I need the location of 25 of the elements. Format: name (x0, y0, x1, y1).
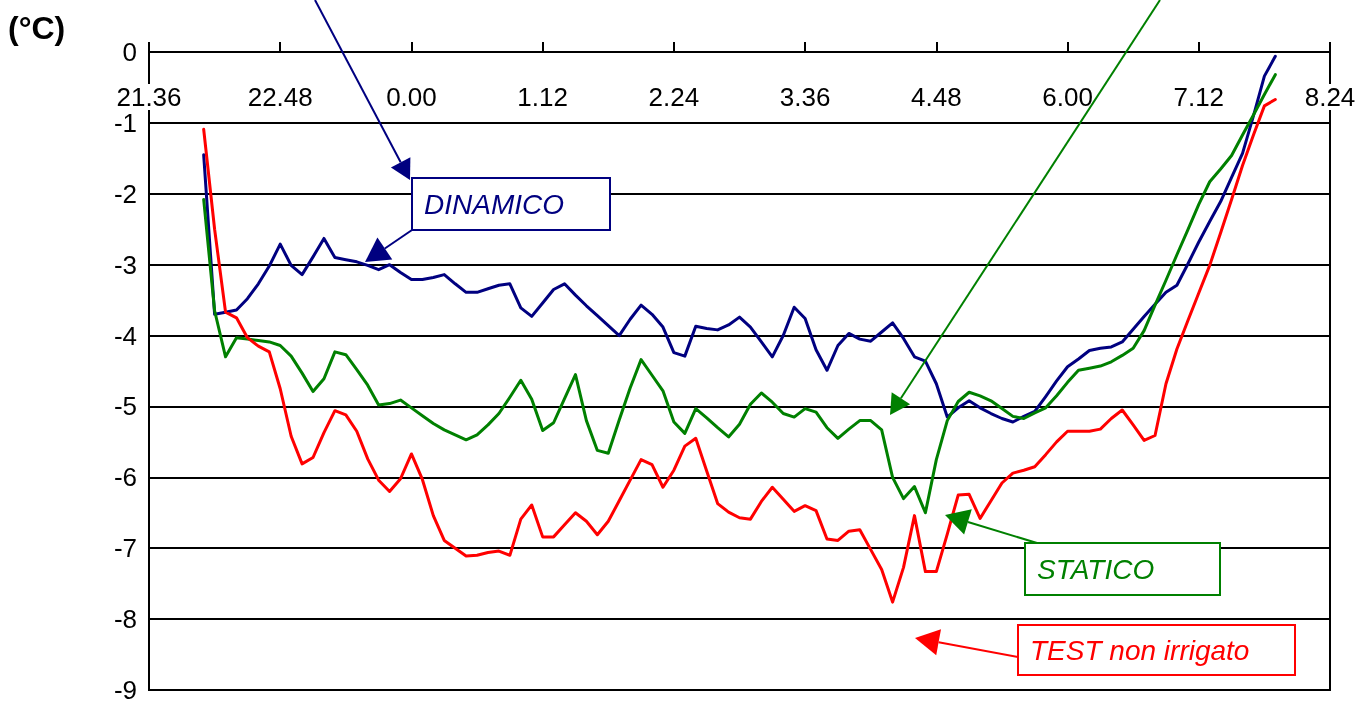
x-tick-label: 6.00 (1042, 82, 1093, 112)
x-tick-label: 8.24 (1304, 82, 1356, 112)
y-tick-label: -4 (113, 320, 137, 351)
y-axis-title: (°C) (8, 10, 66, 46)
x-tick-label: 3.36 (779, 82, 831, 112)
y-tick-label: -6 (113, 462, 137, 493)
y-tick-label: 0 (122, 37, 137, 67)
annotation: STATICO (1037, 553, 1155, 585)
y-tick-label: -7 (113, 533, 137, 564)
line-series (202, 54, 1277, 424)
x-tick-label: 21.36 (116, 82, 182, 112)
annotation: DINAMICO (424, 188, 564, 220)
y-tick-label: -2 (113, 178, 137, 209)
x-tick-label: 4.48 (911, 82, 962, 112)
line-series (202, 73, 1277, 515)
x-tick-label: 2.24 (648, 82, 700, 112)
x-tick-label: 0.00 (386, 82, 437, 112)
y-tick-label: -8 (113, 604, 137, 635)
y-tick-label: -5 (113, 391, 137, 422)
y-tick-label: -9 (113, 675, 137, 705)
x-tick-label: 1.12 (517, 82, 568, 112)
annotation: TEST non irrigato (1030, 634, 1250, 666)
y-tick-label: -3 (113, 249, 137, 280)
x-tick-label: 22.48 (247, 82, 313, 112)
x-tick-label: 7.12 (1173, 82, 1225, 112)
